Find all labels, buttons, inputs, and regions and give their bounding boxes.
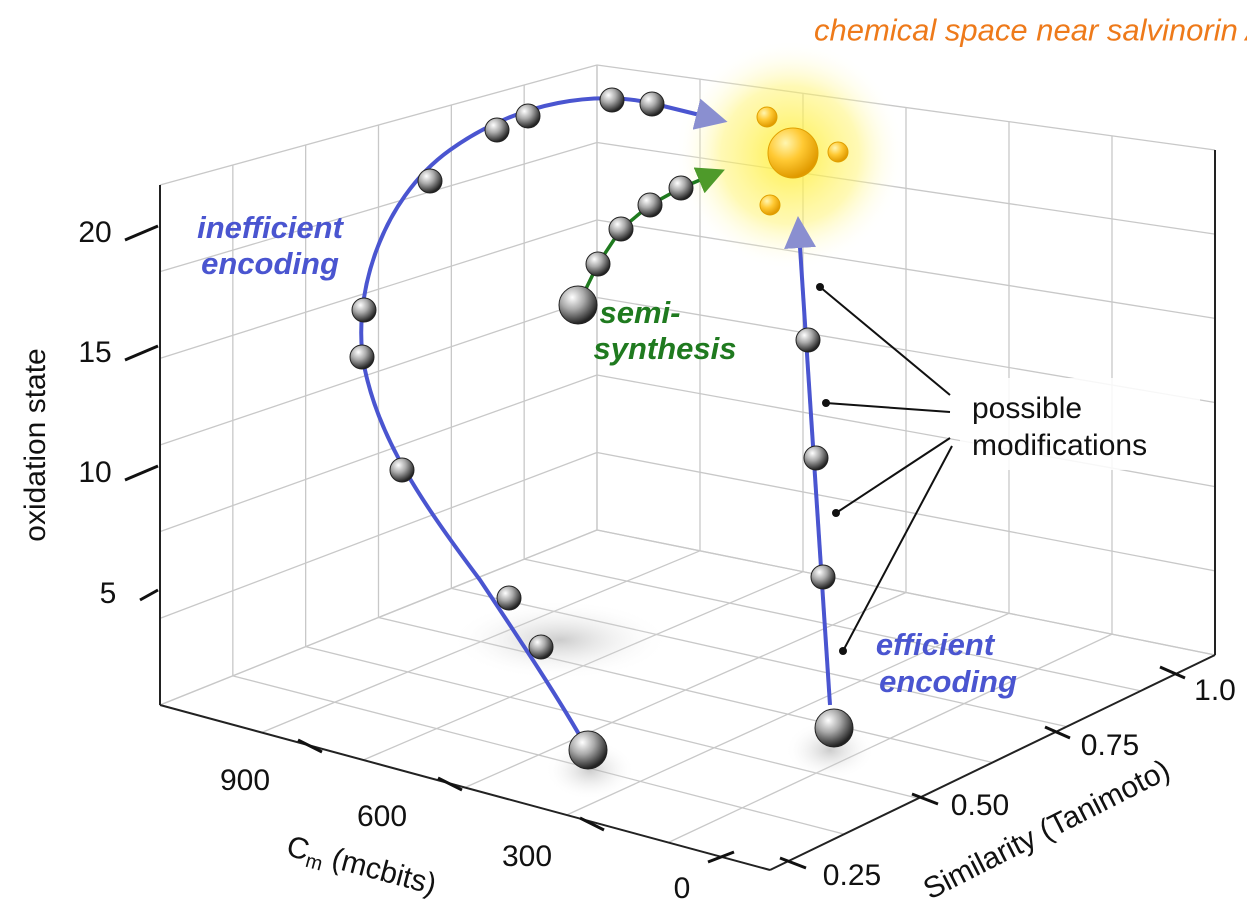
sphere	[485, 118, 509, 142]
sphere	[390, 458, 414, 482]
sphere	[516, 104, 540, 128]
sphere	[640, 92, 664, 116]
figure: chemical space near salvinorin A ineffic…	[0, 0, 1247, 918]
tick	[438, 778, 462, 790]
sphere	[796, 328, 820, 352]
y-tick-label: 0.75	[1081, 729, 1139, 762]
z-tick-label: 20	[78, 216, 111, 249]
sphere	[418, 169, 442, 193]
title: chemical space near salvinorin A	[814, 12, 1247, 47]
tick	[298, 740, 322, 752]
y-tick-label: 1.0	[1194, 674, 1236, 707]
z-tick-label: 10	[78, 456, 111, 489]
sphere	[586, 252, 610, 276]
tick	[125, 466, 158, 480]
sphere	[757, 107, 777, 127]
sphere	[497, 586, 521, 610]
sphere	[768, 128, 818, 178]
y-tick-label: 0.25	[823, 859, 881, 892]
y-tick-label: 0.50	[951, 789, 1009, 822]
tick	[125, 226, 158, 240]
shadow	[450, 600, 670, 680]
sphere	[529, 635, 553, 659]
sphere	[828, 142, 848, 162]
x-unit: (mcbits)	[320, 840, 440, 902]
tick	[125, 346, 158, 360]
sphere	[569, 731, 607, 769]
x-axis-title: Cm (mcbits)	[282, 830, 440, 905]
z-tick-label: 15	[78, 336, 111, 369]
y-axis-title: Similarity (Tanimoto)	[918, 753, 1175, 906]
z-axis-title: oxidation state	[19, 348, 52, 541]
sphere	[352, 298, 376, 322]
annotation: encoding	[879, 664, 1017, 699]
sphere	[760, 195, 780, 215]
sphere	[638, 193, 662, 217]
x-tick-label: 300	[502, 840, 552, 873]
x-tick-label: 600	[357, 800, 407, 833]
sphere	[811, 565, 835, 589]
x-tick-label: 0	[674, 872, 691, 905]
sphere	[600, 88, 624, 112]
sphere	[804, 446, 828, 470]
z-tick-label: 5	[100, 577, 117, 610]
annotation: possible	[972, 392, 1082, 425]
tick	[140, 590, 158, 600]
x-tick-label: 900	[220, 764, 270, 797]
sphere	[669, 176, 693, 200]
annotation: encoding	[201, 246, 339, 281]
leaders	[820, 287, 952, 651]
annotation: inefficient	[197, 210, 345, 245]
sphere	[815, 709, 853, 747]
annotation: semi-	[600, 295, 681, 330]
annotation: efficient	[876, 627, 996, 662]
annotation: modifications	[972, 429, 1147, 462]
annotation: synthesis	[593, 331, 736, 366]
sphere	[350, 345, 374, 369]
sphere	[559, 286, 597, 324]
sphere	[609, 217, 633, 241]
